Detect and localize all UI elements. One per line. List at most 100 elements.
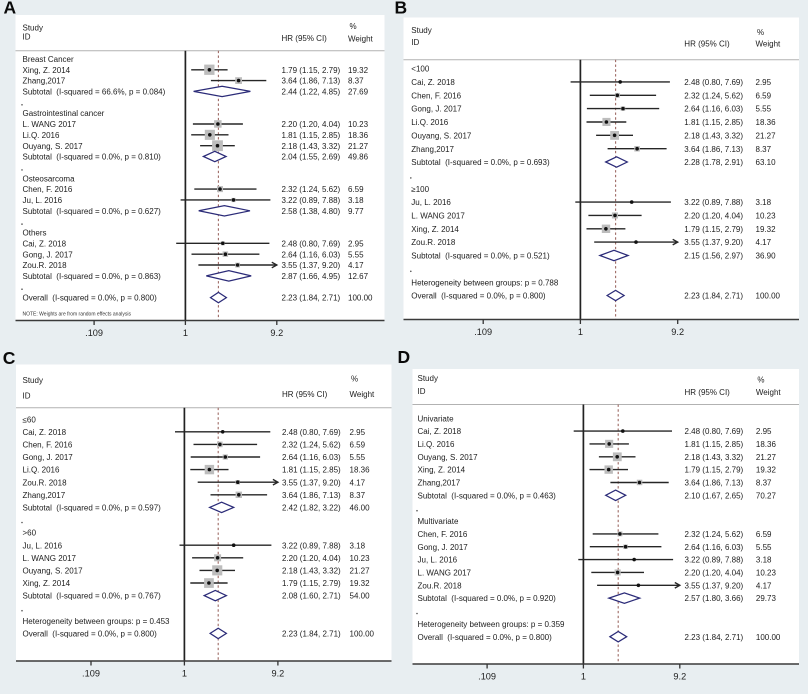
svg-text:.109: .109 — [82, 668, 100, 678]
svg-text:L. WANG 2017: L. WANG 2017 — [23, 554, 77, 563]
svg-text:2.23 (1.84, 2.71): 2.23 (1.84, 2.71) — [282, 294, 341, 303]
svg-text:2.04 (1.55, 2.69): 2.04 (1.55, 2.69) — [282, 153, 341, 162]
svg-text:ID: ID — [23, 392, 31, 401]
svg-text:Others: Others — [23, 229, 47, 238]
svg-text:Cai, Z. 2018: Cai, Z. 2018 — [23, 428, 67, 437]
svg-text:70.27: 70.27 — [756, 491, 777, 500]
svg-text:.109: .109 — [478, 671, 496, 681]
svg-text:2.64 (1.16, 6.03): 2.64 (1.16, 6.03) — [282, 453, 341, 462]
svg-text:ID: ID — [23, 33, 31, 42]
svg-text:Xing, Z. 2014: Xing, Z. 2014 — [23, 66, 71, 75]
svg-text:2.18 (1.43, 3.32): 2.18 (1.43, 3.32) — [282, 567, 341, 576]
svg-text:9.2: 9.2 — [673, 671, 686, 681]
svg-text:Gastrointestinal cancer: Gastrointestinal cancer — [23, 109, 105, 118]
svg-text:1.81 (1.15, 2.85): 1.81 (1.15, 2.85) — [282, 131, 341, 140]
svg-text:Zou.R. 2018: Zou.R. 2018 — [411, 238, 456, 247]
svg-text:Study: Study — [411, 26, 431, 35]
svg-text:Gong, J. 2017: Gong, J. 2017 — [418, 543, 469, 552]
svg-text:Zou.R. 2018: Zou.R. 2018 — [418, 581, 463, 590]
svg-text:%: % — [757, 28, 764, 37]
svg-text:3.22 (0.89, 7.88): 3.22 (0.89, 7.88) — [282, 196, 341, 205]
svg-text:10.23: 10.23 — [756, 212, 777, 221]
svg-text:100.00: 100.00 — [348, 294, 373, 303]
svg-text:2.32 (1.24, 5.62): 2.32 (1.24, 5.62) — [282, 441, 341, 450]
svg-text:Overall (I-squared = 0.0%, p: Overall (I-squared = 0.0%, p = 0.800) — [411, 292, 546, 301]
svg-text:1: 1 — [581, 671, 586, 681]
svg-text:2.32 (1.24, 5.62): 2.32 (1.24, 5.62) — [282, 185, 341, 194]
svg-text:ID: ID — [418, 387, 426, 396]
svg-text:Chen, F. 2016: Chen, F. 2016 — [23, 185, 73, 194]
svg-text:Subtotal (I-squared = 0.0%, p: Subtotal (I-squared = 0.0%, p = 0.767) — [23, 592, 162, 601]
svg-text:10.23: 10.23 — [756, 569, 777, 578]
svg-text:2.20 (1.20, 4.04): 2.20 (1.20, 4.04) — [685, 569, 744, 578]
svg-text:Subtotal (I-squared = 0.0%, p: Subtotal (I-squared = 0.0%, p = 0.463) — [418, 491, 557, 500]
svg-text:Subtotal (I-squared = 0.0%, p: Subtotal (I-squared = 0.0%, p = 0.920) — [418, 594, 557, 603]
svg-text:4.17: 4.17 — [348, 261, 364, 270]
svg-text:2.64 (1.16, 6.03): 2.64 (1.16, 6.03) — [282, 250, 341, 259]
svg-text:A: A — [4, 0, 17, 17]
svg-text:3.18: 3.18 — [756, 198, 772, 207]
svg-text:Heterogeneity between groups:: Heterogeneity between groups: p = 0.359 — [418, 620, 566, 629]
svg-text:18.36: 18.36 — [350, 466, 371, 475]
svg-text:Li.Q. 2016: Li.Q. 2016 — [23, 131, 60, 140]
svg-text:6.59: 6.59 — [756, 530, 772, 539]
svg-text:%: % — [351, 375, 358, 384]
svg-text:2.48 (0.80, 7.69): 2.48 (0.80, 7.69) — [684, 78, 743, 87]
svg-text:Cai, Z. 2018: Cai, Z. 2018 — [418, 427, 462, 436]
svg-text:Chen, F. 2016: Chen, F. 2016 — [23, 441, 73, 450]
svg-text:Li.Q. 2016: Li.Q. 2016 — [23, 466, 60, 475]
svg-text:Ju, L. 2016: Ju, L. 2016 — [411, 198, 451, 207]
svg-text:.109: .109 — [474, 327, 492, 337]
svg-text:Cai, Z. 2018: Cai, Z. 2018 — [23, 239, 67, 248]
svg-text:19.32: 19.32 — [756, 466, 777, 475]
svg-text:2.87 (1.66, 4.95): 2.87 (1.66, 4.95) — [282, 272, 341, 281]
svg-text:Gong, J. 2017: Gong, J. 2017 — [411, 105, 462, 114]
svg-text:8.37: 8.37 — [756, 145, 772, 154]
svg-text:2.44 (1.22, 4.85): 2.44 (1.22, 4.85) — [282, 88, 341, 97]
svg-text:2.95: 2.95 — [348, 239, 364, 248]
svg-text:Weight: Weight — [350, 390, 376, 399]
svg-text:63.10: 63.10 — [756, 158, 777, 167]
svg-text:2.64 (1.16, 6.03): 2.64 (1.16, 6.03) — [685, 543, 744, 552]
svg-text:5.55: 5.55 — [348, 250, 364, 259]
svg-text:Ju, L. 2016: Ju, L. 2016 — [23, 196, 63, 205]
svg-text:HR (95% CI): HR (95% CI) — [685, 388, 731, 397]
svg-text:2.32 (1.24, 5.62): 2.32 (1.24, 5.62) — [684, 91, 743, 100]
svg-text:27.69: 27.69 — [348, 88, 369, 97]
svg-text:.109: .109 — [85, 328, 103, 338]
svg-text:Overall (I-squared = 0.0%, p: Overall (I-squared = 0.0%, p = 0.800) — [23, 294, 158, 303]
svg-text:Study: Study — [418, 374, 438, 383]
svg-text:1.79 (1.15, 2.79): 1.79 (1.15, 2.79) — [684, 225, 743, 234]
svg-text:1.81 (1.15, 2.85): 1.81 (1.15, 2.85) — [282, 466, 341, 475]
svg-text:≤60: ≤60 — [23, 415, 37, 424]
svg-text:5.55: 5.55 — [756, 543, 772, 552]
svg-text:21.27: 21.27 — [348, 142, 369, 151]
svg-text:Ouyang, S. 2017: Ouyang, S. 2017 — [23, 142, 84, 151]
svg-text:49.86: 49.86 — [348, 153, 369, 162]
svg-text:3.18: 3.18 — [350, 541, 366, 550]
svg-text:29.73: 29.73 — [756, 594, 777, 603]
svg-text:1.79 (1.15, 2.79): 1.79 (1.15, 2.79) — [685, 466, 744, 475]
svg-text:8.37: 8.37 — [756, 479, 772, 488]
svg-text:NOTE: Weights are from random: NOTE: Weights are from random effects an… — [23, 312, 132, 318]
svg-text:2.18 (1.43, 3.32): 2.18 (1.43, 3.32) — [685, 453, 744, 462]
svg-text:3.18: 3.18 — [756, 556, 772, 565]
svg-text:%: % — [350, 22, 357, 31]
svg-text:100.00: 100.00 — [350, 630, 375, 639]
svg-text:Breast Cancer: Breast Cancer — [23, 55, 74, 64]
svg-text:Zhang,2017: Zhang,2017 — [411, 145, 454, 154]
svg-text:Ouyang, S. 2017: Ouyang, S. 2017 — [418, 453, 479, 462]
svg-text:Zou.R. 2018: Zou.R. 2018 — [23, 261, 68, 270]
svg-text:18.36: 18.36 — [348, 131, 369, 140]
svg-text:Study: Study — [23, 24, 43, 33]
svg-text:21.27: 21.27 — [756, 453, 777, 462]
svg-text:46.00: 46.00 — [350, 504, 371, 513]
svg-text:9.2: 9.2 — [671, 327, 684, 337]
svg-text:2.48 (0.80, 7.69): 2.48 (0.80, 7.69) — [282, 428, 341, 437]
svg-text:HR (95% CI): HR (95% CI) — [282, 390, 328, 399]
svg-text:9.2: 9.2 — [272, 668, 285, 678]
svg-text:3.55 (1.37, 9.20): 3.55 (1.37, 9.20) — [685, 581, 744, 590]
svg-text:2.42 (1.82, 3.22): 2.42 (1.82, 3.22) — [282, 504, 341, 513]
svg-text:Subtotal (I-squared = 0.0%, p: Subtotal (I-squared = 0.0%, p = 0.597) — [23, 504, 162, 513]
svg-text:2.23 (1.84, 2.71): 2.23 (1.84, 2.71) — [684, 292, 743, 301]
